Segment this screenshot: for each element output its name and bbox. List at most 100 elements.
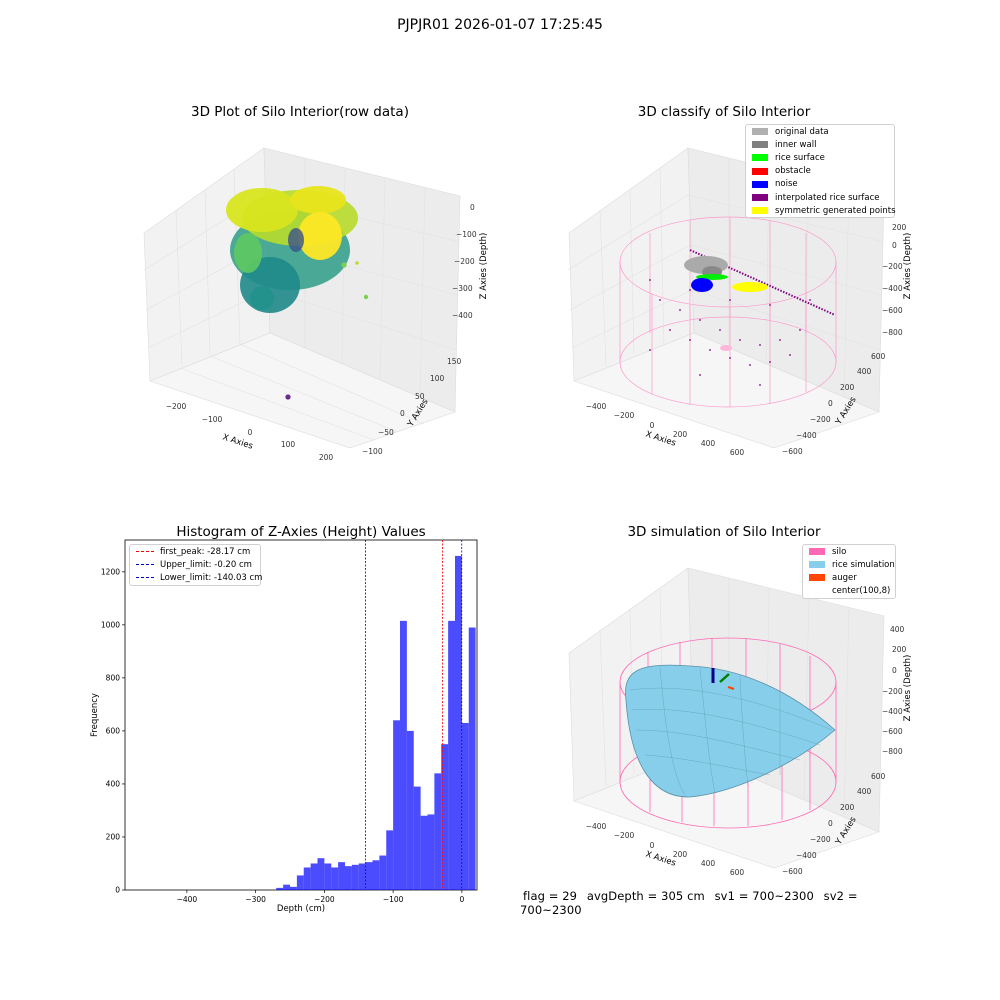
flag-value: flag = 29: [523, 889, 578, 903]
legend-item-auger: auger: [803, 571, 895, 584]
x-tick-label: −400: [177, 895, 198, 904]
panel1-floor-pane: [149, 332, 456, 449]
p2-ytick: 400: [857, 367, 872, 376]
p2-ztick: −800: [882, 328, 903, 337]
panel4-legend: silo rice simulation auger center(100,8): [802, 544, 896, 599]
p2-xtick: −400: [586, 402, 607, 411]
p4-zlabel: Z Axies (Depth): [903, 655, 913, 722]
p2-ytick: 200: [840, 383, 855, 392]
legend-swatch: [752, 207, 768, 215]
p1-xtick: −200: [166, 402, 187, 411]
legend-swatch: [809, 588, 825, 595]
p2-xtick: 400: [701, 439, 716, 448]
histogram-bar: [345, 866, 352, 890]
p4-xtick: 0: [650, 841, 655, 850]
p4-ztick: 400: [890, 625, 905, 634]
legend-swatch: [752, 128, 768, 136]
p4-xtick: −400: [586, 822, 607, 831]
histogram-bar: [448, 620, 455, 890]
p1-ztick: 0: [470, 203, 475, 212]
panel3-title: Histogram of Z-Axies (Height) Values: [176, 524, 426, 540]
histogram-bar: [400, 620, 407, 890]
x-tick-label: −100: [383, 895, 404, 904]
y-tick-label: 600: [106, 726, 121, 735]
p1-ytick: 100: [430, 374, 445, 383]
histogram-bars: [276, 555, 476, 890]
p2-ztick: −200: [882, 262, 903, 271]
y-tick-label: 400: [106, 779, 121, 788]
histogram-bar: [434, 773, 442, 890]
p1-xtick: 0: [248, 428, 253, 437]
p1-ytick: 0: [400, 409, 405, 418]
y-tick-label: 200: [106, 832, 121, 841]
histogram-bar: [331, 867, 339, 890]
p4-ytick: −600: [782, 867, 803, 876]
histogram-bar: [290, 886, 297, 890]
rice-mesh: [629, 667, 833, 796]
legend-item-upper-limit: Upper_limit: -0.20 cm: [130, 558, 260, 571]
legend-swatch: [809, 574, 825, 582]
legend-swatch: [752, 180, 768, 188]
p4-ztick: −200: [882, 687, 903, 696]
y-tick-label: 0: [115, 886, 120, 895]
y-tick-label: 1000: [101, 620, 120, 629]
legend-item-interpolated: interpolated rice surface: [746, 191, 894, 204]
x-tick-label: −200: [314, 895, 335, 904]
histogram-vlines: [365, 540, 463, 890]
histogram-bar: [406, 730, 414, 890]
histogram-ylabel: Frequency: [90, 693, 100, 737]
p2-zlabel: Z Axies (Depth): [903, 233, 913, 300]
histogram-bar: [317, 858, 325, 890]
y-tick-label: 1200: [101, 567, 120, 576]
p2-xtick: −200: [614, 411, 635, 420]
p4-xtick: 400: [701, 859, 716, 868]
histogram-bar: [276, 887, 284, 890]
legend-line: [136, 564, 154, 566]
p4-ytick: 400: [857, 787, 872, 796]
p4-ytick: 0: [828, 819, 833, 828]
legend-swatch: [752, 194, 768, 202]
p1-ztick: −200: [454, 257, 475, 266]
p4-ytick: −400: [796, 851, 817, 860]
histogram-bar: [310, 863, 318, 890]
p4-xtick: 200: [673, 850, 688, 859]
x-tick-label: −300: [245, 895, 266, 904]
histogram-yticks: 0 200 400 600 800 1000 1200: [101, 567, 125, 895]
status-line: flag = 29 avgDepth = 305 cm sv1 = 700~23…: [520, 889, 900, 917]
legend-item-lower-limit: Lower_limit: -140.03 cm: [130, 571, 262, 584]
histogram-bar: [358, 863, 366, 890]
legend-item-rice-simulation: rice simulation: [803, 558, 895, 571]
p2-xtick: 600: [730, 448, 745, 457]
rice-simulation-surface: [625, 664, 836, 798]
p4-ztick: −400: [882, 707, 903, 716]
sv2-value: sv2 = 700~2300: [520, 889, 858, 917]
p2-ytick: −600: [782, 447, 803, 456]
histogram-bar: [427, 814, 435, 890]
p1-xtick: 200: [319, 453, 334, 462]
histogram-bar: [351, 864, 359, 890]
avg-depth-value: avgDepth = 305 cm: [586, 889, 705, 903]
p4-ytick: 600: [871, 772, 886, 781]
p1-xtick: −100: [202, 415, 223, 424]
p2-ztick: 0: [892, 241, 897, 250]
p2-xtick: 200: [673, 430, 688, 439]
p4-ztick: −800: [882, 747, 903, 756]
p1-ztick: −300: [452, 284, 473, 293]
legend-swatch: [752, 141, 768, 149]
p2-ztick: −400: [882, 284, 903, 293]
panel1-point-cloud: [226, 186, 369, 400]
legend-item-silo: silo: [803, 545, 895, 558]
histogram-bar: [303, 867, 311, 890]
p4-ytick: −200: [810, 835, 831, 844]
p1-ytick: −100: [362, 447, 383, 456]
legend-item-inner-wall: inner wall: [746, 138, 894, 151]
histogram-bar: [461, 722, 469, 890]
legend-item-rice-surface: rice surface: [746, 151, 894, 164]
histogram-bar: [372, 860, 380, 890]
legend-item-first-peak: first_peak: -28.17 cm: [130, 545, 260, 558]
histogram-bar: [468, 627, 476, 890]
legend-line: [136, 577, 154, 579]
